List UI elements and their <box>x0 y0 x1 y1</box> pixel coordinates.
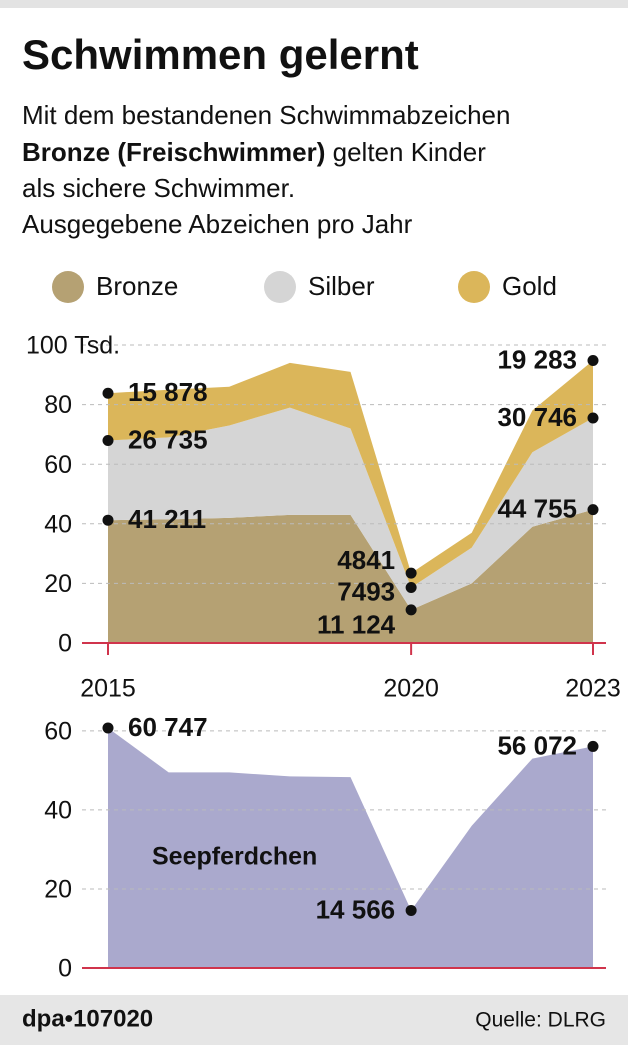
area <box>108 407 593 610</box>
area <box>108 727 593 968</box>
value-label: 60 747 <box>128 712 208 742</box>
value-label: 30 746 <box>497 402 577 432</box>
subtitle: als sichere Schwimmer. <box>22 173 295 203</box>
subtitle-bold: Bronze (Freischwimmer) <box>22 137 325 167</box>
subtitle: Ausgegebene Abzeichen pro Jahr <box>22 209 413 239</box>
value-label: 4841 <box>337 545 395 575</box>
legend-swatch <box>458 271 490 303</box>
point <box>102 387 114 399</box>
y-tick-label: 60 <box>44 451 72 479</box>
value-label: 15 878 <box>128 377 208 407</box>
value-label: 11 124 <box>317 610 396 640</box>
footer-band <box>0 995 628 1045</box>
y-tick-label: 80 <box>44 391 72 419</box>
subtitle: Mit dem bestandenen Schwimmabzeichen <box>22 100 510 130</box>
point <box>587 355 599 367</box>
legend-label: Gold <box>502 271 557 301</box>
subtitle-part: gelten Kinder <box>325 137 486 167</box>
point <box>587 504 599 516</box>
top-strip <box>0 0 628 8</box>
y-tick-label: 0 <box>58 955 72 983</box>
y-tick-label: 20 <box>44 570 72 598</box>
point <box>587 740 599 752</box>
point <box>405 904 417 916</box>
x-tick-label: 2015 <box>80 675 136 703</box>
x-tick-label: 2020 <box>383 675 439 703</box>
y-tick-label: 0 <box>58 630 72 658</box>
value-label: 14 566 <box>316 894 396 924</box>
area <box>108 509 593 643</box>
title: Schwimmen gelernt <box>22 31 419 78</box>
footer-source: Quelle: DLRG <box>475 1009 606 1032</box>
area <box>108 360 593 588</box>
subtitle: Bronze (Freischwimmer) gelten Kinder <box>22 137 486 167</box>
footer-id: dpa•107020 <box>22 1005 153 1032</box>
y-tick-label: 40 <box>44 510 72 538</box>
x-tick-label: 2023 <box>565 675 621 703</box>
point <box>102 514 114 526</box>
value-label: 56 072 <box>497 730 577 760</box>
point <box>405 604 417 616</box>
legend-swatch <box>52 271 84 303</box>
y-tick-label: 100 Tsd. <box>26 332 120 360</box>
y-tick-label: 40 <box>44 797 72 825</box>
value-label: 26 735 <box>128 424 208 454</box>
legend-label: Bronze <box>96 271 178 301</box>
value-label: 19 283 <box>497 344 577 374</box>
point <box>102 435 114 447</box>
point <box>102 722 114 734</box>
legend-swatch <box>264 271 296 303</box>
point <box>405 582 417 594</box>
y-tick-label: 20 <box>44 876 72 904</box>
value-label: 44 755 <box>497 494 577 524</box>
y-tick-label: 60 <box>44 718 72 746</box>
series-label: Seepferdchen <box>152 843 317 871</box>
point <box>405 567 417 579</box>
value-label: 41 211 <box>128 504 206 534</box>
legend-label: Silber <box>308 271 375 301</box>
value-label: 7493 <box>337 576 395 606</box>
point <box>587 412 599 424</box>
